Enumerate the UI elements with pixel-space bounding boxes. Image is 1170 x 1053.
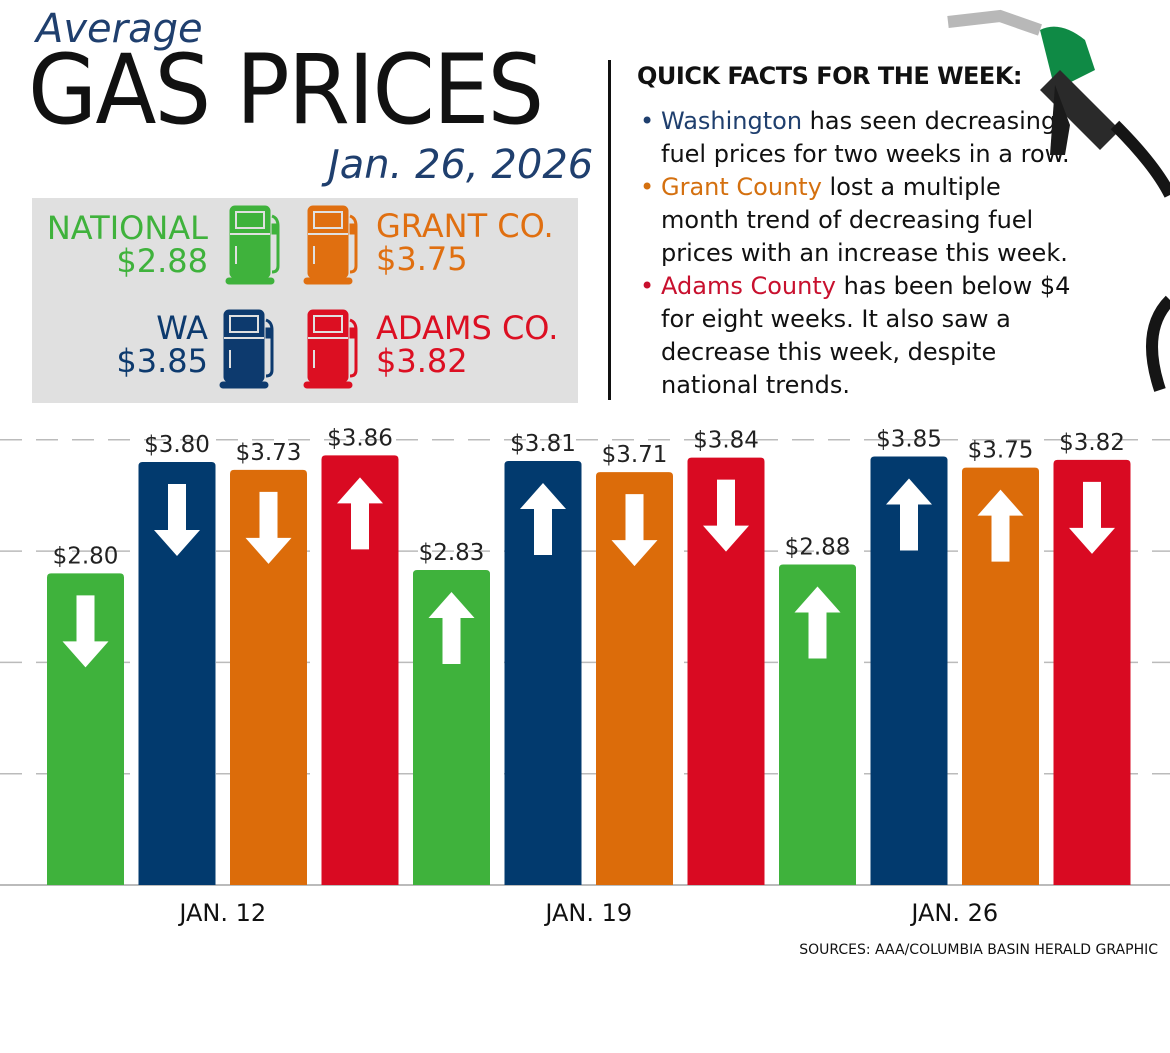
bar-adams-co- [687,457,765,885]
data-label: $3.73 [236,440,302,466]
bar-grant-co- [596,472,673,885]
summary-label: ADAMS CO. [376,309,559,347]
fact-highlight: Adams County [661,272,836,300]
arrow-down-icon [703,479,749,552]
fact-text: has seen decreasing fuel prices for two … [661,107,1070,168]
fact-text: lost a multiple month trend of decreasin… [661,173,1068,267]
data-label: $3.81 [510,431,576,457]
x-tick-label: JAN. 26 [909,899,998,927]
bar-national [779,564,856,885]
gas-pump-icon [302,204,358,286]
divider [608,60,611,400]
arrow-down-icon [154,484,200,557]
bar-wa [504,460,582,885]
bar-adams-co- [1053,459,1131,885]
fact-item: • Washington has seen decreasing fuel pri… [640,107,1070,168]
arrow-down-icon [611,494,658,567]
summary-price: $2.88 [116,242,208,280]
fact-item: • Grant County lost a multiple month tren… [640,173,1068,267]
bar-national [47,573,124,885]
summary-adams: ADAMS CO. $3.82 [376,312,558,378]
data-label: $3.86 [327,425,393,451]
data-label: $2.83 [419,540,485,566]
summary-grant: GRANT CO. $3.75 [376,210,554,276]
arrow-down-icon [245,491,292,564]
summary-box: NATIONAL $2.88 GRANT CO. $3.75 WA $3.85 … [32,198,578,403]
bar-grant-co- [230,469,307,885]
summary-price: $3.82 [376,342,468,380]
fact-highlight: Washington [661,107,803,135]
facts-heading: QUICK FACTS FOR THE WEEK: [637,62,1023,90]
summary-wa: WA $3.85 [116,312,208,378]
fact-text: has been below $4 for eight weeks. It al… [661,272,1071,399]
fact-item: • Adams County has been below $4 for eigh… [640,272,1071,399]
source-note: SOURCES: AAA/COLUMBIA BASIN HERALD GRAPH… [799,942,1158,958]
arrow-up-icon [337,477,383,550]
arrow-up-icon [794,586,841,659]
data-label: $2.88 [785,534,851,560]
gas-pump-icon [224,204,280,286]
x-tick-label: JAN. 19 [543,899,632,927]
pump-icons [218,204,358,390]
summary-national: NATIONAL $2.88 [47,212,208,278]
bar-national [413,570,490,885]
arrow-up-icon [520,482,566,555]
gas-pump-icon [218,308,274,390]
bar-wa [870,456,948,885]
fuel-nozzle-icon [947,9,1170,392]
arrow-down-icon [1069,481,1115,554]
bar-adams-co- [321,455,399,885]
arrow-up-icon [977,489,1024,562]
summary-label: WA [156,309,208,347]
arrow-up-icon [428,592,475,665]
data-label: $3.82 [1059,430,1125,456]
data-label: $2.80 [53,543,119,569]
page-title: GAS PRICES [28,34,544,146]
bar-wa [138,462,216,885]
data-label: $3.85 [876,426,942,452]
bar-grant-co- [962,467,1039,885]
x-tick-label: JAN. 12 [177,899,266,927]
bar-chart: $2.80 $3.80 $3.73 $3.86 JAN. 12 $2.83 $3.81 $3.… [0,425,1170,927]
data-label: $3.80 [144,432,210,458]
data-label: $3.84 [693,428,759,454]
data-label: $3.71 [602,442,668,468]
data-label: $3.75 [968,438,1034,464]
summary-label: GRANT CO. [376,207,554,245]
arrow-down-icon [62,595,109,668]
fact-highlight: Grant County [661,173,822,201]
gas-pump-icon [302,308,358,390]
summary-price: $3.75 [376,240,468,278]
arrow-up-icon [886,478,932,551]
facts-list: • Washington has seen decreasing fuel pri… [637,105,1077,402]
summary-label: NATIONAL [46,209,208,247]
summary-price: $3.85 [116,342,208,380]
kicker: Average [36,6,203,52]
date: Jan. 26, 2026 [328,142,594,188]
